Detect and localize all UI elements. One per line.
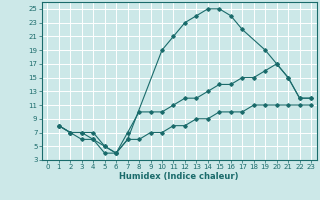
X-axis label: Humidex (Indice chaleur): Humidex (Indice chaleur) [119,172,239,181]
